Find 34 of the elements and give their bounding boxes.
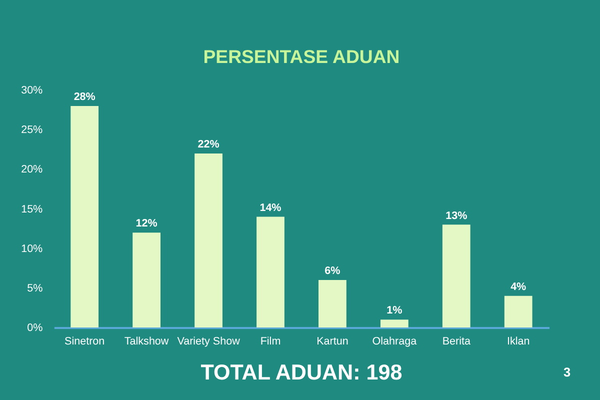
- chart-title: PERSENTASE ADUAN: [203, 46, 400, 67]
- bar: [380, 320, 408, 328]
- data-label: 12%: [136, 218, 158, 230]
- data-label: 13%: [446, 210, 468, 222]
- bar: [132, 232, 160, 328]
- y-tick-label: 10%: [21, 242, 44, 255]
- x-tick-label: Variety Show: [177, 336, 240, 348]
- data-label: 22%: [198, 138, 220, 151]
- bar: [318, 280, 346, 328]
- y-tick-label: 15%: [21, 203, 44, 216]
- bar: [194, 153, 222, 328]
- data-label: 28%: [74, 91, 96, 104]
- x-tick-label: Olahraga: [372, 336, 417, 348]
- x-tick-label: Kartun: [316, 336, 348, 348]
- data-label: 1%: [386, 304, 403, 317]
- y-tick-label: 5%: [27, 282, 44, 294]
- x-tick-label: Iklan: [506, 336, 530, 348]
- bar: [256, 216, 284, 328]
- data-label: 4%: [510, 280, 527, 293]
- text: 3: [563, 364, 571, 380]
- x-tick-label: Sinetron: [64, 336, 105, 348]
- y-tick-label: 25%: [21, 124, 44, 136]
- data-label: 14%: [260, 202, 282, 214]
- y-tick-label: 0%: [27, 322, 44, 334]
- x-tick-label: Berita: [442, 336, 470, 348]
- x-tick-label: Film: [260, 336, 281, 348]
- text: TOTAL ADUAN: 198: [200, 359, 402, 384]
- y-tick-label: 20%: [21, 164, 44, 176]
- x-tick-label: Talkshow: [124, 336, 169, 348]
- bar: [70, 106, 99, 328]
- bar: [442, 224, 470, 328]
- y-tick-label: 30%: [21, 84, 44, 97]
- bar: [504, 296, 532, 328]
- data-label: 6%: [324, 265, 341, 278]
